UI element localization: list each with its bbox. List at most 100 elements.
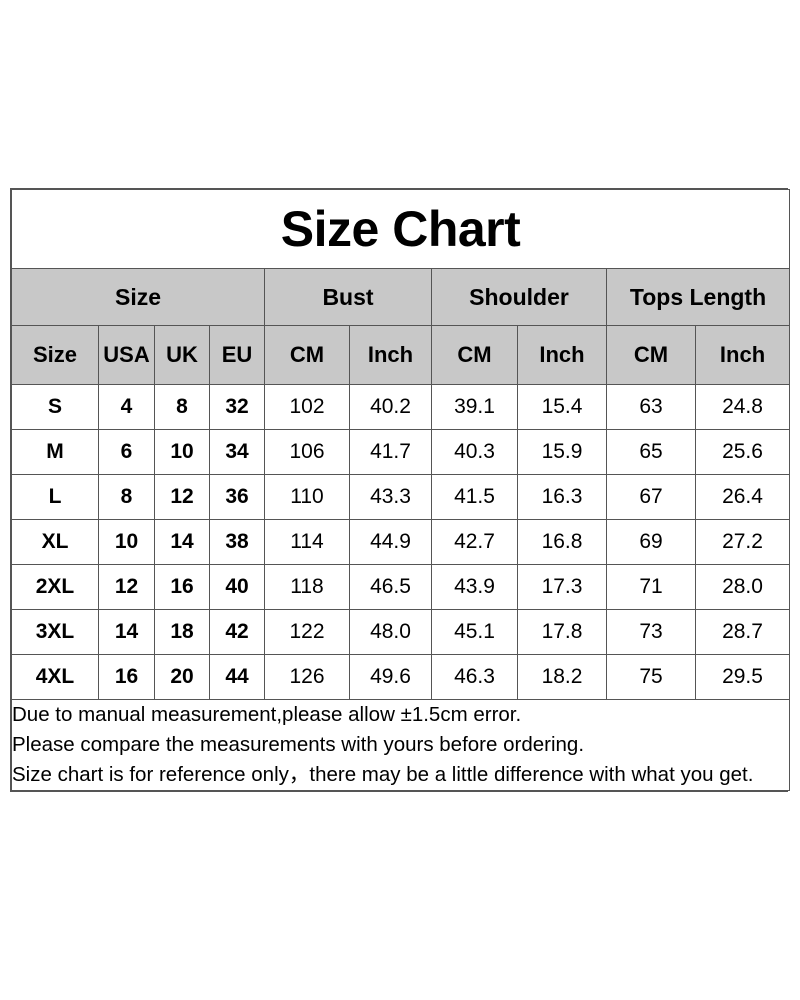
- cell-length-cm: 75: [606, 654, 696, 700]
- cell-uk: 18: [154, 609, 210, 655]
- notes-row: Due to manual measurement,please allow ±…: [10, 699, 791, 791]
- title-row: Size Chart: [10, 189, 791, 269]
- cell-shoulder-inch: 17.8: [517, 609, 607, 655]
- note-line-1: Due to manual measurement,please allow ±…: [12, 703, 522, 726]
- group-header-tops-length: Tops Length: [605, 268, 791, 326]
- measurement-notes: Due to manual measurement,please allow ±…: [10, 699, 791, 791]
- cell-shoulder-inch: 16.8: [517, 519, 607, 565]
- cell-shoulder-cm: 45.1: [431, 609, 518, 655]
- cell-usa: 12: [98, 564, 155, 610]
- cell-shoulder-inch: 17.3: [517, 564, 607, 610]
- cell-shoulder-cm: 46.3: [431, 654, 518, 700]
- cell-bust-inch: 49.6: [349, 654, 432, 700]
- cell-length-inch: 24.8: [694, 384, 791, 430]
- cell-length-inch: 25.6: [694, 429, 791, 475]
- cell-eu: 40: [209, 564, 265, 610]
- group-header-row: Size Bust Shoulder Tops Length: [11, 268, 791, 326]
- cell-shoulder-cm: 39.1: [431, 384, 518, 430]
- cell-bust-inch: 44.9: [349, 519, 432, 565]
- cell-bust-cm: 102: [264, 384, 350, 430]
- cell-usa: 10: [98, 519, 155, 565]
- cell-eu: 32: [209, 384, 265, 430]
- cell-shoulder-inch: 16.3: [517, 474, 607, 520]
- group-header-shoulder: Shoulder: [431, 268, 607, 326]
- cell-bust-inch: 43.3: [349, 474, 432, 520]
- cell-uk: 14: [154, 519, 210, 565]
- sub-header-length-inch: Inch: [694, 325, 791, 385]
- cell-bust-cm: 106: [264, 429, 350, 475]
- cell-usa: 16: [98, 654, 155, 700]
- cell-uk: 8: [154, 384, 210, 430]
- cell-uk: 20: [154, 654, 210, 700]
- cell-bust-inch: 40.2: [349, 384, 432, 430]
- cell-bust-cm: 114: [264, 519, 350, 565]
- cell-bust-inch: 48.0: [349, 609, 432, 655]
- cell-size: S: [11, 384, 99, 430]
- cell-bust-cm: 118: [264, 564, 350, 610]
- cell-length-cm: 65: [606, 429, 696, 475]
- sub-header-bust-cm: CM: [264, 325, 350, 385]
- cell-shoulder-inch: 15.9: [517, 429, 607, 475]
- cell-length-cm: 63: [606, 384, 696, 430]
- size-chart-table-frame: Size Chart Size Bust Shoulder Tops Lengt…: [10, 188, 791, 792]
- cell-length-inch: 29.5: [694, 654, 791, 700]
- size-chart-table: Size Chart Size Bust Shoulder Tops Lengt…: [10, 189, 791, 791]
- page-title: Size Chart: [10, 189, 791, 269]
- cell-size: XL: [11, 519, 99, 565]
- sub-header-shoulder-cm: CM: [431, 325, 518, 385]
- cell-size: 3XL: [11, 609, 99, 655]
- sub-header-size: Size: [11, 325, 99, 385]
- table-row: M 6 10 34 106 41.7 40.3 15.9 65 25.6: [11, 429, 791, 475]
- sub-header-uk: UK: [154, 325, 210, 385]
- cell-shoulder-inch: 15.4: [517, 384, 607, 430]
- sub-header-row: Size USA UK EU CM Inch CM Inch CM Inch: [11, 325, 791, 385]
- cell-size: 4XL: [11, 654, 99, 700]
- cell-uk: 10: [154, 429, 210, 475]
- cell-bust-inch: 46.5: [349, 564, 432, 610]
- cell-length-cm: 69: [606, 519, 696, 565]
- cell-usa: 8: [98, 474, 155, 520]
- cell-shoulder-inch: 18.2: [517, 654, 607, 700]
- cell-shoulder-cm: 43.9: [431, 564, 518, 610]
- cell-eu: 42: [209, 609, 265, 655]
- cell-bust-cm: 110: [264, 474, 350, 520]
- note-line-3: Size chart is for reference only，there m…: [12, 763, 754, 786]
- cell-uk: 16: [154, 564, 210, 610]
- cell-usa: 14: [98, 609, 155, 655]
- cell-bust-cm: 122: [264, 609, 350, 655]
- cell-shoulder-cm: 40.3: [431, 429, 518, 475]
- cell-shoulder-cm: 41.5: [431, 474, 518, 520]
- size-chart-table-body: Size Chart Size Bust Shoulder Tops Lengt…: [10, 189, 791, 791]
- group-header-size: Size: [11, 268, 265, 326]
- table-row: L 8 12 36 110 43.3 41.5 16.3 67 26.4: [11, 474, 791, 520]
- cell-length-inch: 26.4: [694, 474, 791, 520]
- table-row: 2XL 12 16 40 118 46.5 43.9 17.3 71 28.0: [11, 564, 791, 610]
- note-line-2: Please compare the measurements with you…: [12, 733, 585, 756]
- cell-eu: 36: [209, 474, 265, 520]
- sub-header-length-cm: CM: [606, 325, 696, 385]
- cell-length-cm: 71: [606, 564, 696, 610]
- sub-header-eu: EU: [209, 325, 265, 385]
- sub-header-usa: USA: [98, 325, 155, 385]
- cell-bust-inch: 41.7: [349, 429, 432, 475]
- cell-usa: 4: [98, 384, 155, 430]
- cell-size: M: [11, 429, 99, 475]
- table-row: 3XL 14 18 42 122 48.0 45.1 17.8 73 28.7: [11, 609, 791, 655]
- sub-header-shoulder-inch: Inch: [517, 325, 607, 385]
- cell-length-inch: 28.0: [694, 564, 791, 610]
- sub-header-bust-inch: Inch: [349, 325, 432, 385]
- cell-eu: 44: [209, 654, 265, 700]
- table-row: 4XL 16 20 44 126 49.6 46.3 18.2 75 29.5: [11, 654, 791, 700]
- cell-eu: 34: [209, 429, 265, 475]
- table-row: XL 10 14 38 114 44.9 42.7 16.8 69 27.2: [11, 519, 791, 565]
- cell-length-inch: 27.2: [694, 519, 791, 565]
- table-row: S 4 8 32 102 40.2 39.1 15.4 63 24.8: [11, 384, 791, 430]
- cell-length-cm: 67: [606, 474, 696, 520]
- cell-uk: 12: [154, 474, 210, 520]
- cell-length-inch: 28.7: [694, 609, 791, 655]
- cell-size: L: [11, 474, 99, 520]
- cell-shoulder-cm: 42.7: [431, 519, 518, 565]
- cell-size: 2XL: [11, 564, 99, 610]
- cell-eu: 38: [209, 519, 265, 565]
